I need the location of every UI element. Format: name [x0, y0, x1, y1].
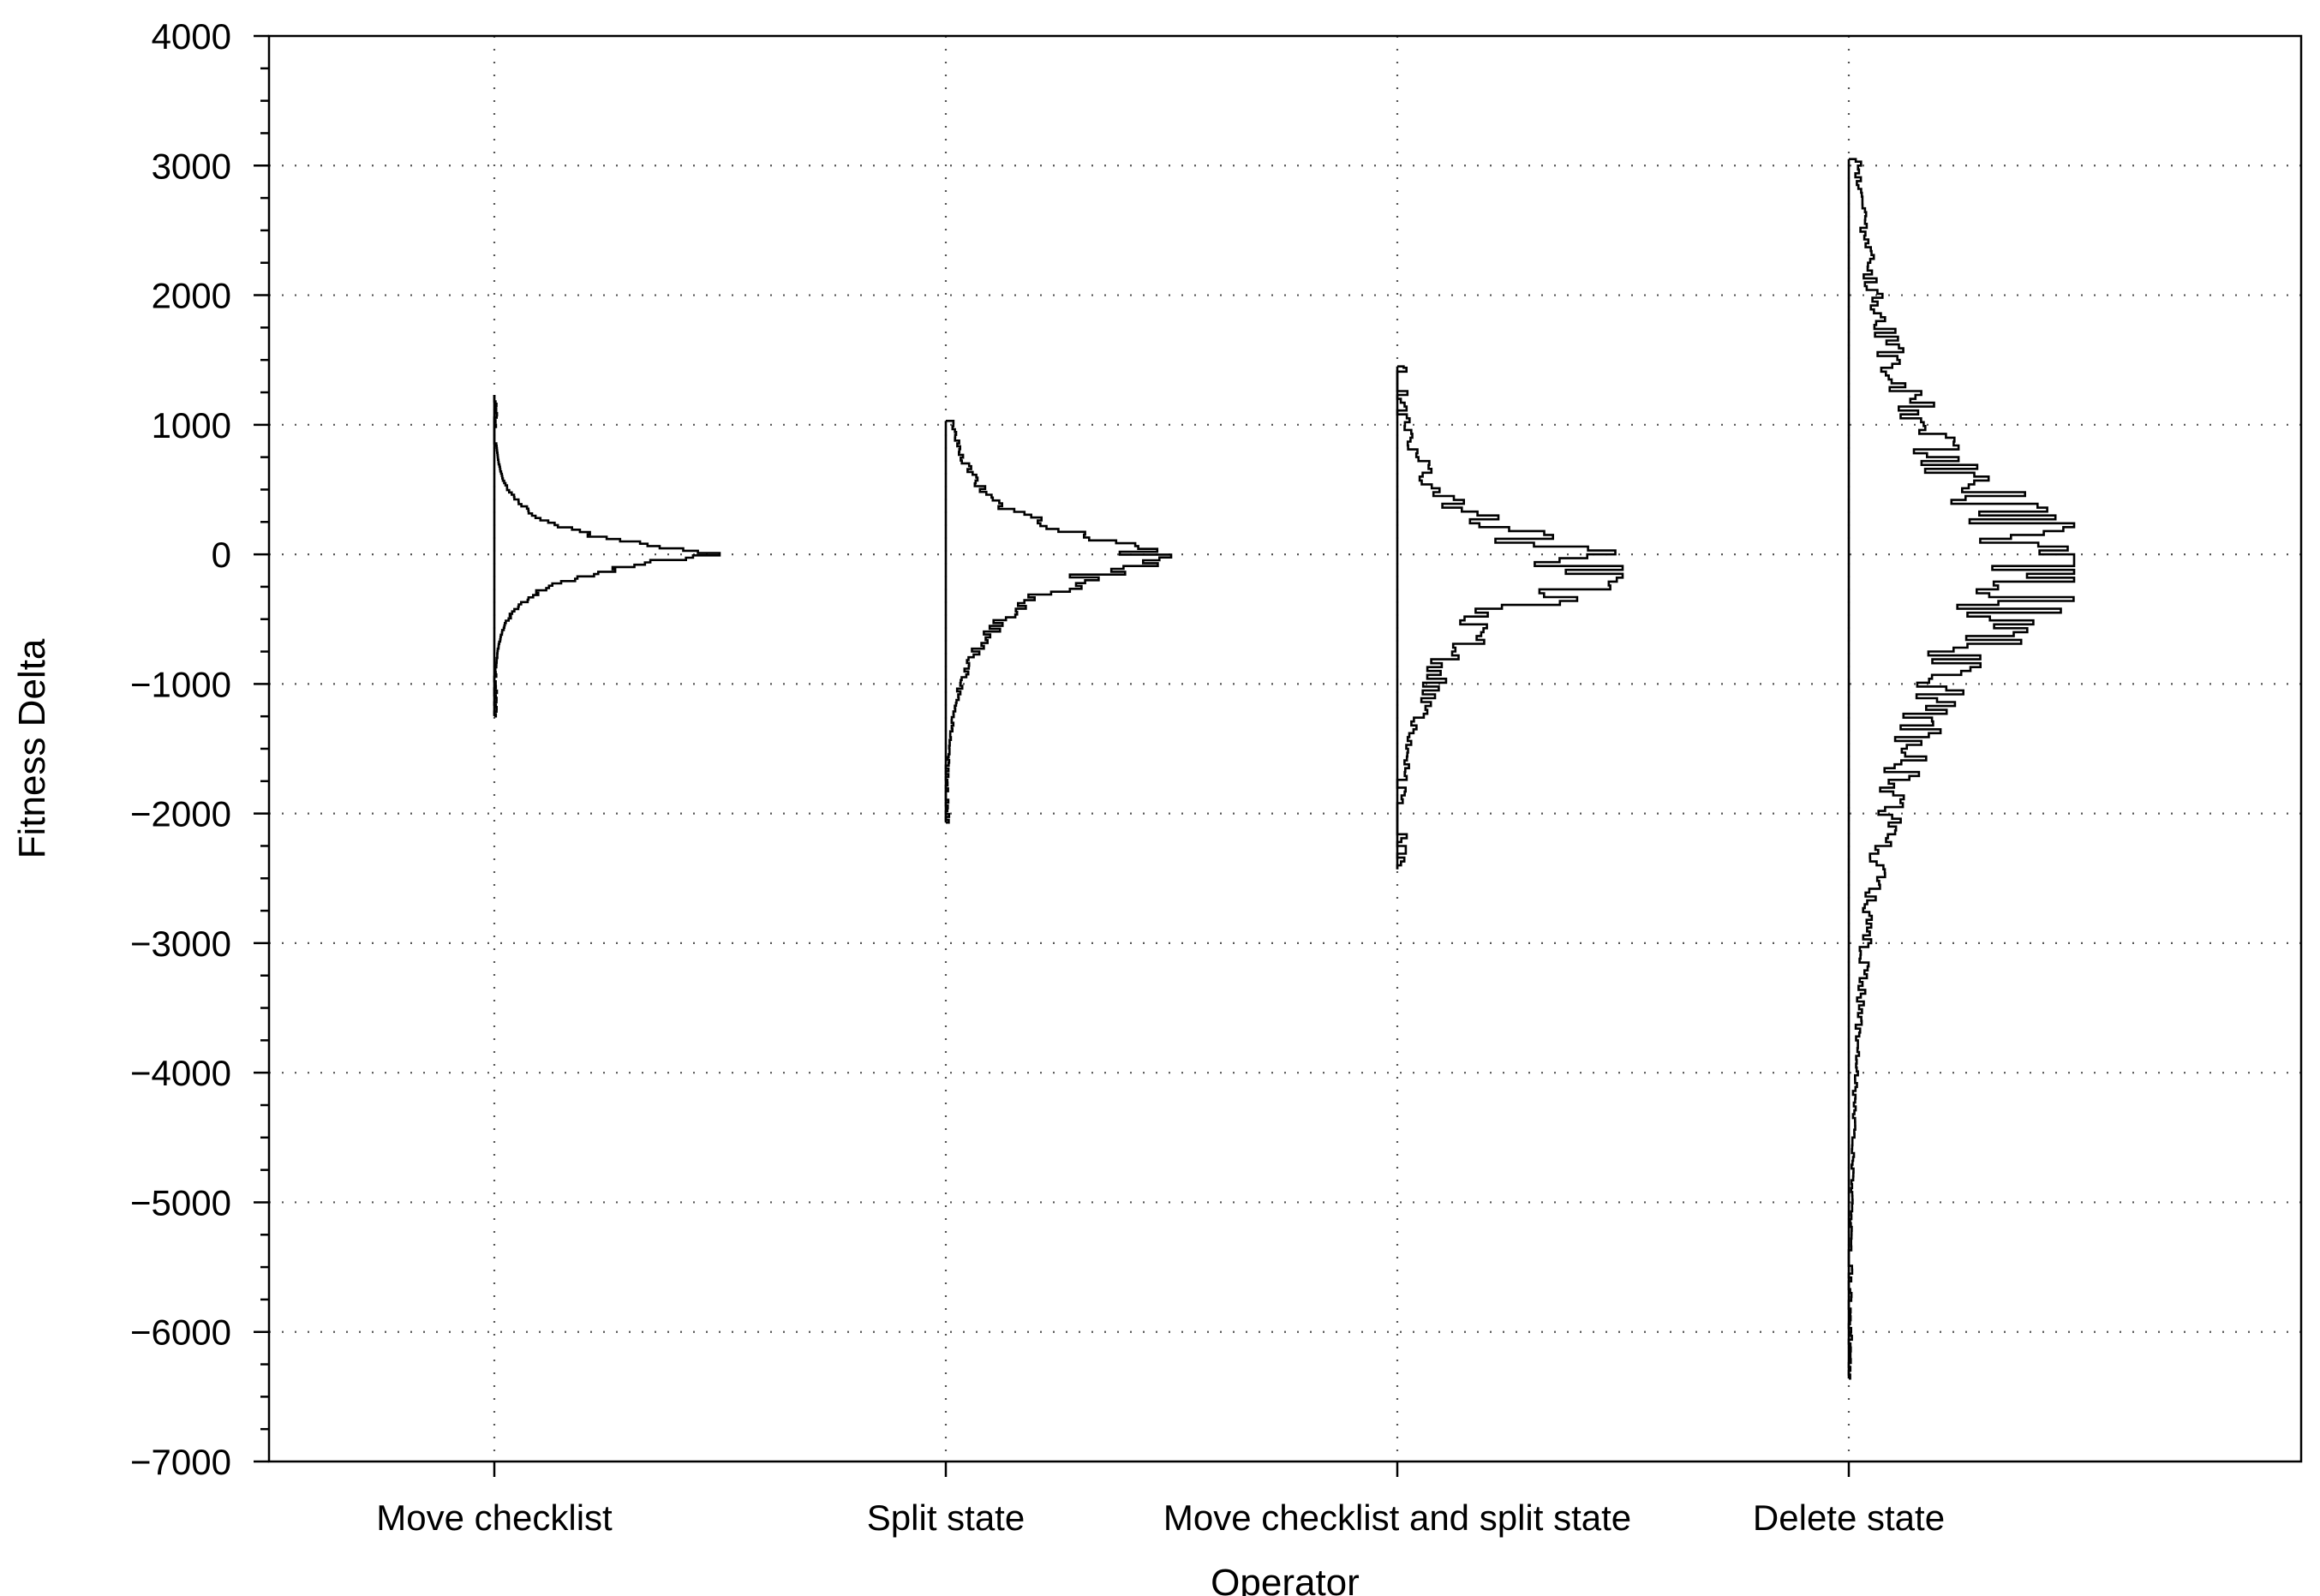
histogram-series [1847, 158, 2076, 1380]
y-tick-label: −1000 [130, 664, 231, 704]
y-tick-label: −2000 [130, 794, 231, 834]
y-tick-label: 2000 [152, 276, 231, 316]
histogram-layer [493, 158, 2076, 1380]
y-tick-label: 0 [212, 535, 231, 575]
grid-layer [269, 36, 2301, 1462]
label-layer: 4000 3000 2000 1000 0 −1000 −2000 −3000 −4000 −50… [130, 16, 1945, 1538]
x-tick-label: Move checklist [376, 1497, 613, 1538]
y-tick-label: 1000 [152, 405, 231, 445]
y-tick-label: −6000 [130, 1312, 231, 1353]
x-tick-label: Delete state [1753, 1497, 1945, 1538]
y-tick-label: −7000 [130, 1442, 231, 1482]
y-tick-label: −4000 [130, 1053, 231, 1093]
plot-frame [267, 34, 2303, 1463]
histogram-series [493, 395, 721, 718]
x-axis-title: Operator [1211, 1562, 1360, 1596]
histogram-series [944, 420, 1173, 824]
tick-layer [254, 34, 1851, 1477]
y-axis-title: Fitness Delta [11, 638, 53, 858]
histogram-series [1396, 365, 1624, 870]
y-tick-label: 3000 [152, 146, 231, 186]
x-tick-label: Split state [867, 1497, 1025, 1538]
y-tick-label: 4000 [152, 16, 231, 57]
y-tick-label: −5000 [130, 1182, 231, 1222]
y-tick-label: −3000 [130, 924, 231, 964]
x-tick-label: Move checklist and split state [1163, 1497, 1631, 1538]
